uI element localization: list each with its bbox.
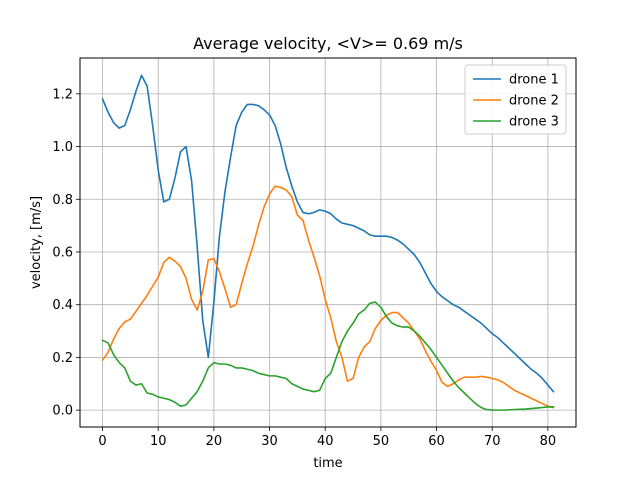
series-line-drone-3 (101, 301, 555, 411)
legend-label-drone-2: drone 2 (509, 94, 559, 109)
y-tick-label: 0.8 (52, 193, 73, 208)
y-tick-label: 0.0 (52, 404, 73, 419)
legend-label-drone-3: drone 3 (509, 115, 559, 130)
x-tick-label: 20 (206, 434, 223, 449)
series-layer (101, 74, 555, 411)
x-axis-label: time (313, 456, 342, 471)
plot-frame (79, 57, 577, 428)
x-tick-label: 70 (484, 434, 501, 449)
x-tick-label: 0 (98, 434, 106, 449)
y-tick-label: 0.6 (52, 245, 73, 260)
series-line-drone-1 (101, 74, 555, 393)
x-tick-label: 50 (373, 434, 390, 449)
y-tick-label: 1.0 (52, 140, 73, 155)
y-tick-label: 1.2 (52, 87, 73, 102)
legend-label-drone-1: drone 1 (509, 73, 559, 88)
y-tick-label: 0.2 (52, 351, 73, 366)
chart-title: Average velocity, <V>= 0.69 m/s (193, 34, 463, 53)
legend: drone 1 drone 2 drone 3 (464, 64, 567, 135)
x-tick-label: 10 (150, 434, 167, 449)
axis-ticks: 0 10 20 30 40 50 60 70 80 0.0 0.2 0.4 0.6 0.8 1.0 1.2 (52, 87, 556, 449)
legend-box (464, 64, 567, 135)
x-tick-label: 40 (317, 434, 334, 449)
y-tick-label: 0.4 (52, 298, 73, 313)
x-tick-label: 30 (261, 434, 278, 449)
x-tick-label: 80 (540, 434, 557, 449)
y-axis-label: velocity, [m/s] (29, 196, 44, 289)
x-tick-label: 60 (428, 434, 445, 449)
series-line-drone-2 (101, 185, 555, 409)
